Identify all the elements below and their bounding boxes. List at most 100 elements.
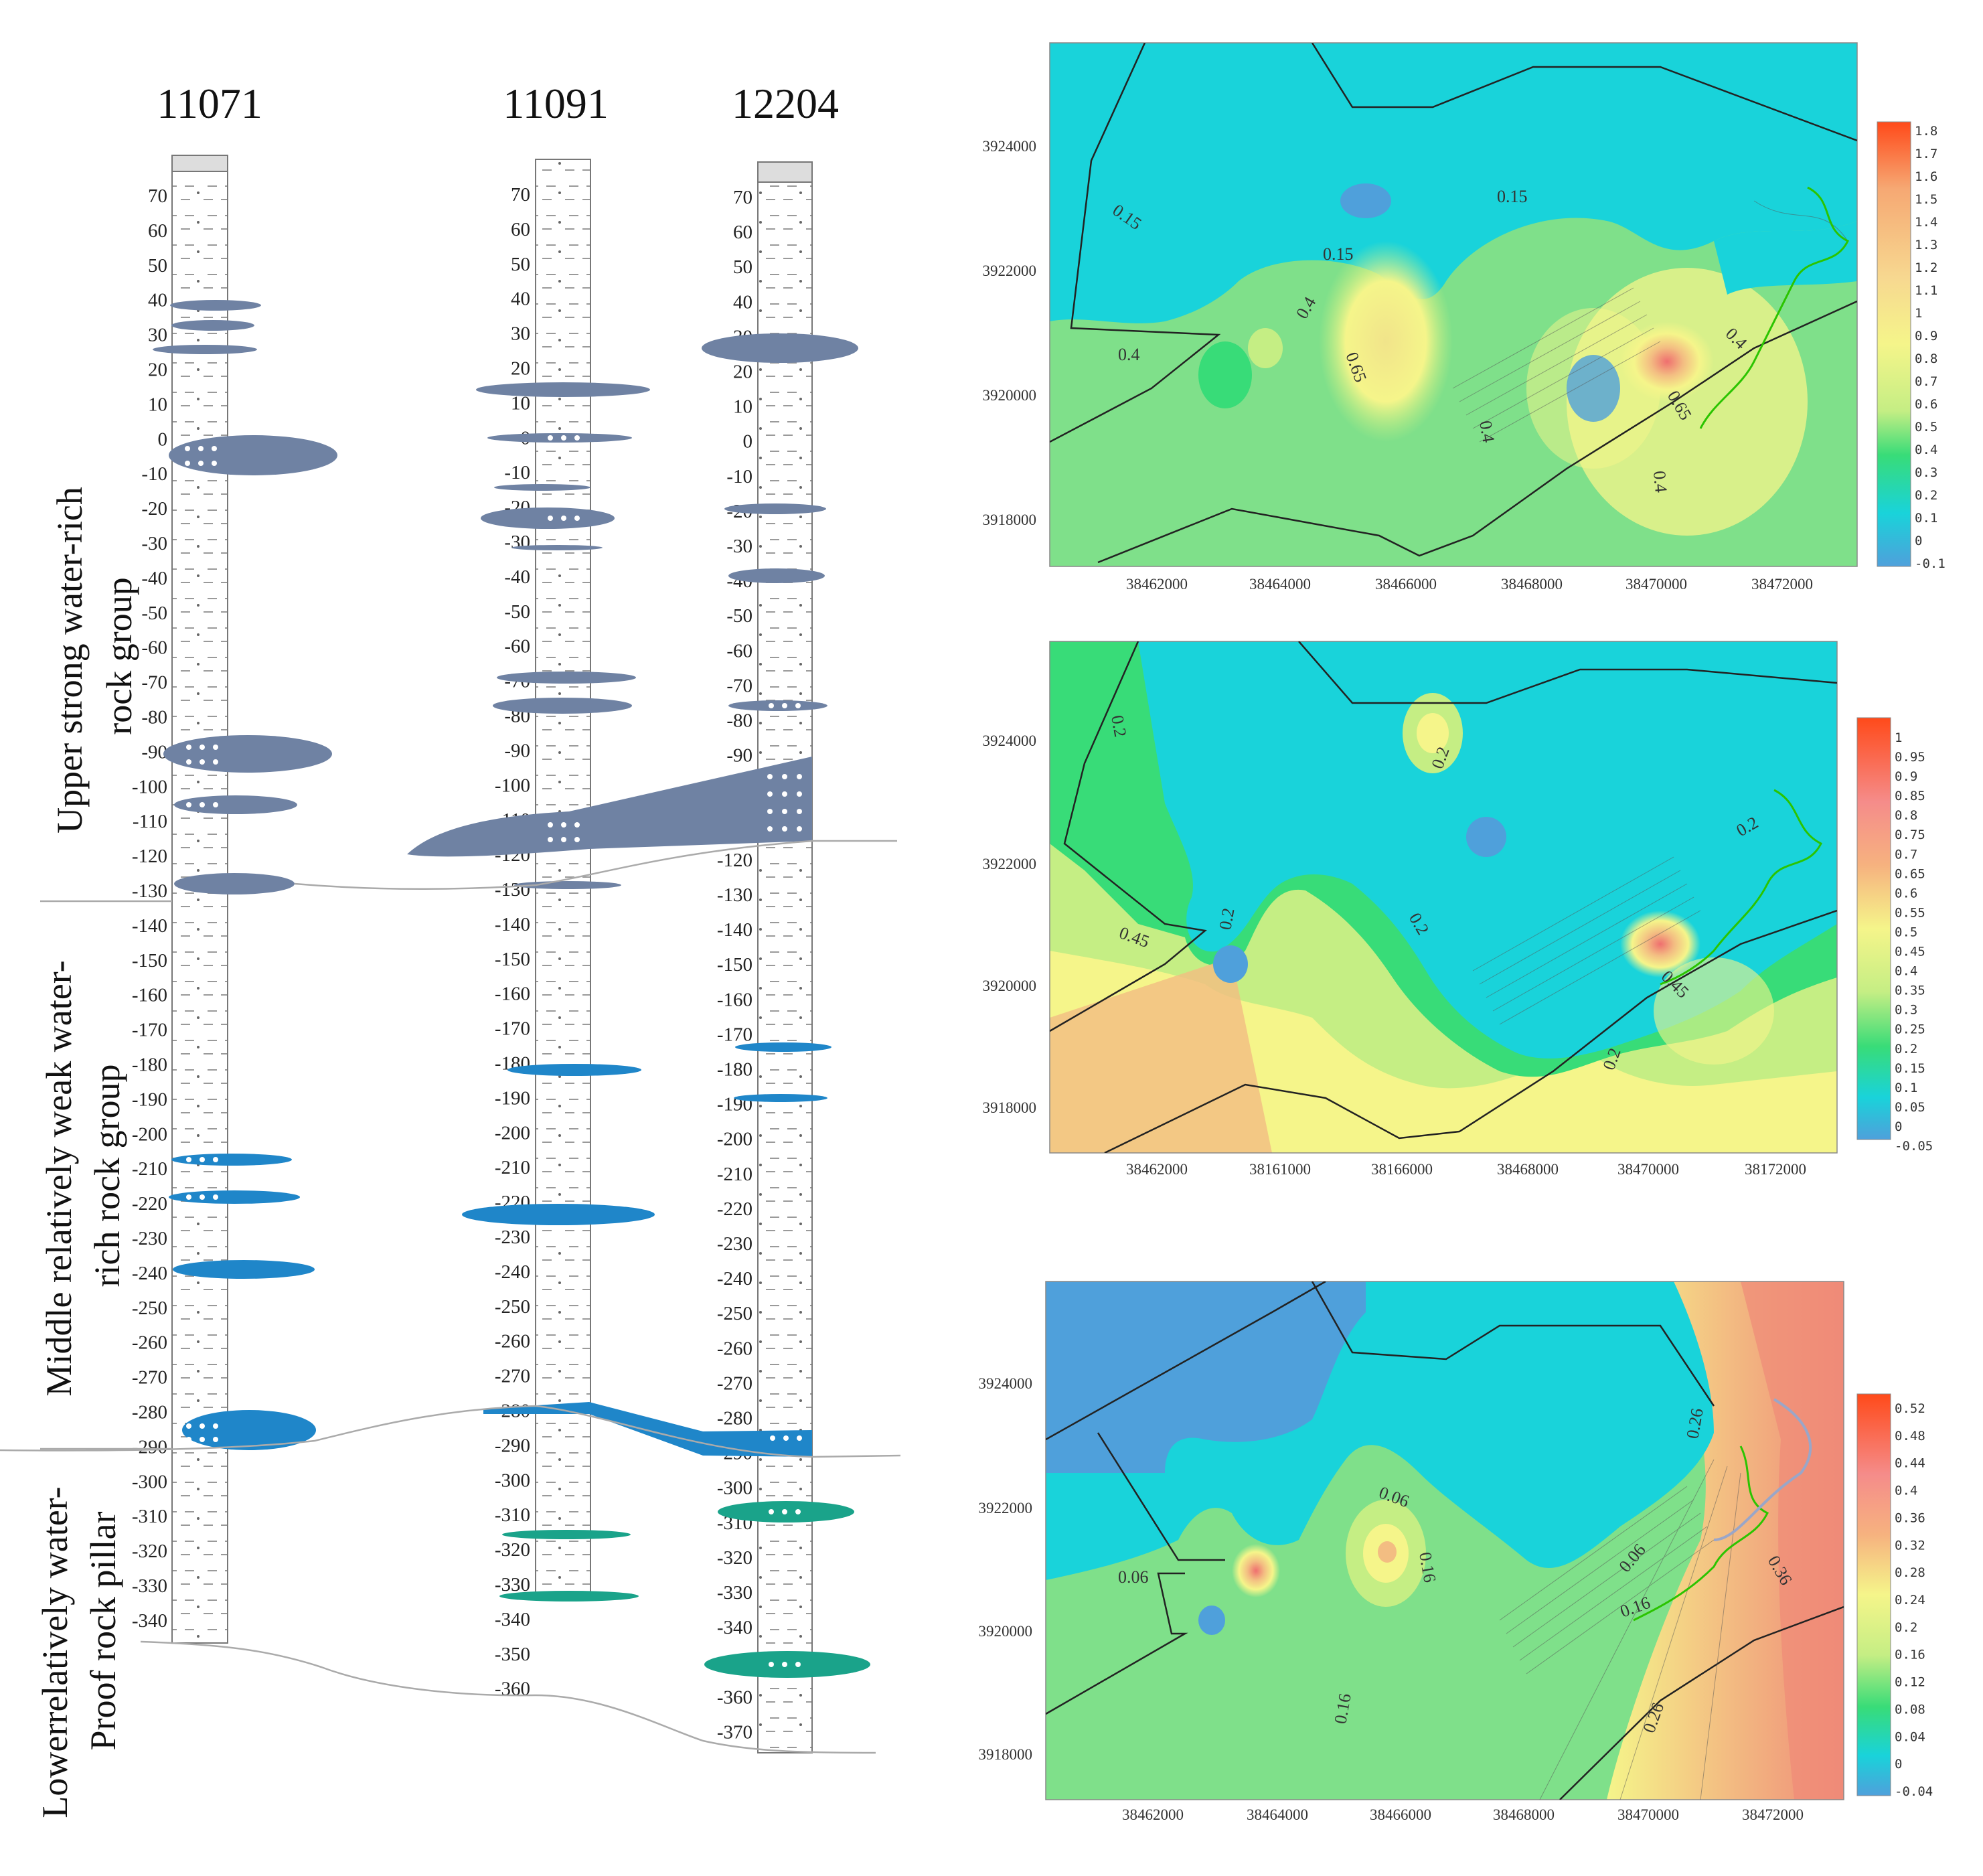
depth-tick: -260 (717, 1338, 752, 1359)
contour-label: 0.2 (1107, 714, 1130, 738)
map-top: 0.15 0.15 0.15 0.4 0.4 0.65 0.4 0.4 0.65… (983, 42, 1946, 593)
depth-tick: -130 (132, 880, 167, 902)
group-lower-line1: Lowerrelatively water- (35, 1486, 75, 1818)
scale-label: 0.9 (1895, 769, 1917, 784)
x-tick-label: 38470000 (1625, 576, 1687, 593)
aquifer-wedge (483, 1402, 812, 1457)
aquifer-lens (171, 1154, 292, 1166)
depth-tick: -350 (495, 1644, 530, 1665)
aquifer-lens (169, 1190, 300, 1204)
depth-tick: -70 (141, 672, 167, 694)
col-title-3: 12204 (732, 80, 839, 127)
scale-label: 0.7 (1915, 374, 1937, 389)
depth-tick: -160 (132, 985, 167, 1006)
scale-label: 1.1 (1915, 283, 1937, 298)
aquifer-lens (728, 700, 827, 711)
col-1-body (171, 155, 228, 1644)
depth-tick: -90 (726, 745, 752, 767)
depth-tick: 50 (733, 256, 752, 278)
aquifer-lens (728, 568, 825, 583)
depth-tick: -50 (726, 605, 752, 627)
scale-label: 0.24 (1895, 1593, 1925, 1608)
col-1-cap (171, 155, 228, 172)
depth-tick: -10 (726, 466, 752, 487)
aquifer-lens (182, 1410, 316, 1450)
scale-label: 0.2 (1895, 1620, 1917, 1635)
group-boundaries (0, 840, 901, 1754)
scale-label: 0.3 (1895, 1003, 1917, 1018)
scale-label: 0.6 (1915, 397, 1937, 412)
aquifer-lens (462, 1204, 655, 1225)
depth-tick: -170 (132, 1020, 167, 1041)
scale-label: 0.65 (1895, 866, 1925, 881)
depth-tick: -170 (495, 1018, 530, 1040)
x-tick-label: 38166000 (1371, 1161, 1433, 1178)
aquifer-lens (514, 881, 621, 889)
borehole-section: 11071 11091 12204 70 60 50 40 30 20 10 0 -10 -20 -… (0, 80, 901, 1818)
depth-tick: -20 (141, 498, 167, 520)
y-tick-label: 3924000 (979, 1375, 1033, 1392)
scale-label: 0.45 (1895, 945, 1925, 959)
y-tick-label: 3920000 (979, 1623, 1033, 1640)
map-bottom-scale-labels: 0.52 0.48 0.44 0.4 0.36 0.32 0.28 0.24 0.2 0.16 0.… (1895, 1401, 1933, 1799)
depth-tick: -220 (132, 1193, 167, 1215)
depth-tick: -140 (495, 914, 530, 935)
y-tick-label: 3918000 (983, 1099, 1037, 1116)
scale-label: 1 (1895, 730, 1902, 745)
scale-label: 0.4 (1895, 1484, 1917, 1498)
depth-tick: 10 (733, 396, 752, 418)
depth-tick: -270 (132, 1367, 167, 1389)
group-lower-line2: Proof rock pillar (83, 1512, 123, 1751)
depth-tick: -190 (132, 1089, 167, 1110)
depth-tick: -60 (504, 636, 530, 657)
depth-tick: -200 (495, 1122, 530, 1144)
depth-tick: -270 (717, 1373, 752, 1394)
depth-tick: -200 (132, 1123, 167, 1145)
col-2-depth-ticks: 706050403020100-10-20-30-40-50-60-70-80-… (495, 184, 530, 1700)
depth-tick: 10 (148, 394, 167, 415)
aquifer-lens (174, 873, 295, 894)
depth-tick: 0 (158, 428, 168, 450)
depth-tick: -80 (141, 707, 167, 728)
depth-tick: 40 (511, 289, 530, 310)
x-tick-label: 38470000 (1617, 1806, 1679, 1823)
depth-tick: -60 (726, 640, 752, 661)
aquifer-lens (724, 503, 826, 514)
depth-tick: 40 (148, 290, 167, 311)
depth-tick: -80 (726, 710, 752, 732)
depth-tick: -370 (717, 1721, 752, 1743)
depth-tick: -290 (495, 1435, 530, 1456)
depth-tick: -280 (132, 1402, 167, 1423)
depth-tick: 60 (148, 220, 167, 242)
contour-label: 0.15 (1323, 244, 1354, 264)
map-bottom-x-axis: 38462000 38464000 38466000 38468000 38470000… (1122, 1806, 1804, 1823)
scale-label: 0 (1915, 534, 1922, 548)
scale-label: 0.35 (1895, 984, 1925, 998)
map-top-scale-labels: 1.8 1.7 1.6 1.5 1.4 1.3 1.2 1.1 1 0.9 0.8 0.7 0.6 0.5… (1915, 124, 1946, 571)
map-top-color-scale (1877, 121, 1911, 567)
depth-tick: -130 (717, 884, 752, 906)
scale-label: 0.7 (1895, 847, 1917, 862)
scale-label: 0 (1895, 1119, 1902, 1134)
scale-label: 0.52 (1895, 1401, 1925, 1416)
x-tick-label: 38161000 (1249, 1161, 1311, 1178)
depth-tick: -170 (717, 1024, 752, 1045)
y-tick-label: 3918000 (983, 512, 1037, 528)
aquifer-lens (494, 484, 590, 491)
y-tick-label: 3922000 (983, 856, 1037, 872)
depth-tick: -140 (717, 919, 752, 941)
depth-tick: -260 (132, 1332, 167, 1354)
map-bottom-y-axis: 3924000 3922000 3920000 3918000 (979, 1375, 1033, 1763)
scale-label: 0.1 (1915, 511, 1937, 526)
depth-tick: -130 (495, 879, 530, 901)
x-tick-label: 38462000 (1126, 576, 1188, 593)
y-tick-label: 3920000 (983, 387, 1037, 404)
contour-label: 0.15 (1497, 187, 1528, 206)
aquifer-lens (476, 382, 650, 397)
aquifer-lens (163, 735, 332, 773)
depth-tick: -120 (717, 850, 752, 871)
scale-label: -0.04 (1895, 1784, 1933, 1799)
scale-label: 0.32 (1895, 1538, 1925, 1553)
x-tick-label: 38468000 (1501, 576, 1563, 593)
